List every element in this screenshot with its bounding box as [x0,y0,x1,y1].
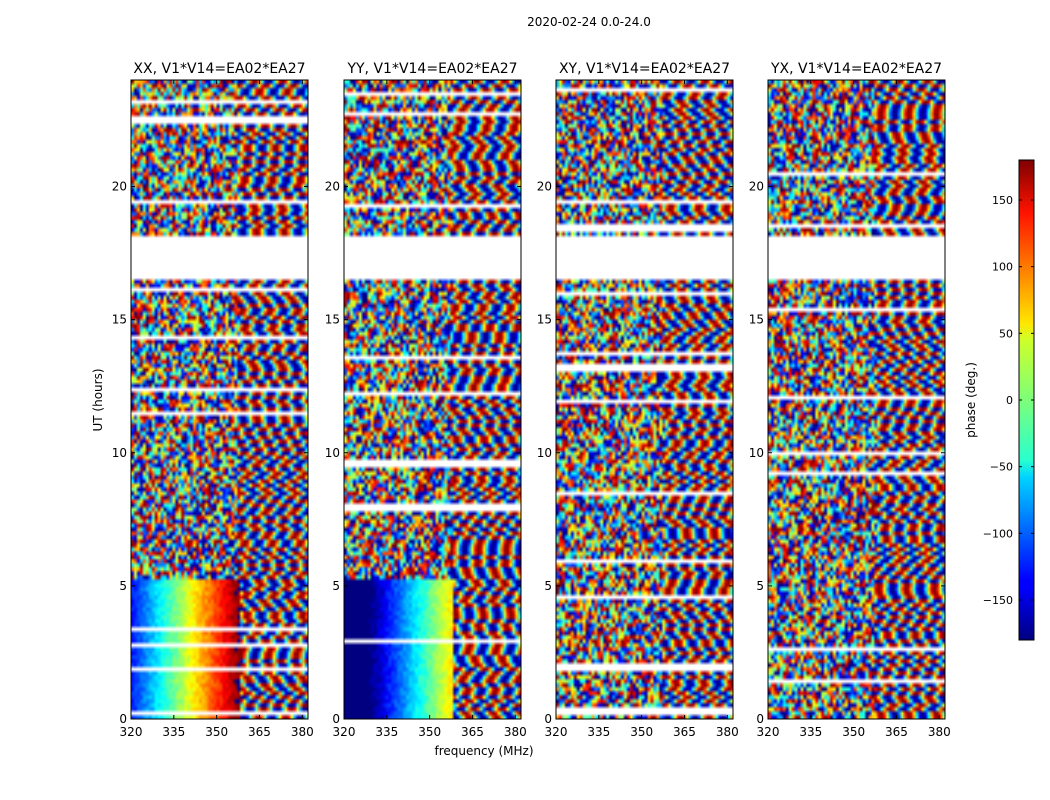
y-tick-label: 5 [119,579,127,593]
y-tick-label: 20 [112,180,127,194]
y-tick-label: 0 [544,712,552,726]
x-tick-label: 380 [504,725,527,739]
figure-suptitle: 2020-02-24 0.0-24.0 [527,15,651,29]
y-tick-label: 15 [325,313,340,327]
x-tick-label: 365 [461,725,484,739]
x-tick-label: 335 [587,725,610,739]
y-tick-label: 10 [325,446,340,460]
x-tick-label: 335 [162,725,185,739]
panel-title: YY, V1*V14=EA02*EA27 [346,61,517,77]
panel-2: YY, V1*V14=EA02*EA27 320 335 350 365 380 0 5 10 1… [325,61,527,739]
x-tick-label: 380 [928,725,951,739]
colorbar-tick-label: −150 [983,594,1013,607]
colorbar-tick-label: 150 [992,194,1013,207]
heatmap-image [344,80,521,719]
x-tick-label: 350 [205,725,228,739]
heatmap-image [768,80,945,719]
colorbar-tick-label: 50 [999,327,1013,340]
colorbar-tick-label: 0 [1006,394,1013,407]
colorbar-tick-label: −50 [990,461,1013,474]
y-tick-label: 5 [544,579,552,593]
y-tick-label: 15 [749,313,764,327]
x-tick-label: 350 [630,725,653,739]
x-tick-label: 335 [375,725,398,739]
x-tick-label: 320 [333,725,356,739]
colorbar-label: phase (deg.) [964,362,978,438]
x-tick-label: 380 [291,725,314,739]
panel-title: YX, V1*V14=EA02*EA27 [770,61,942,77]
y-tick-label: 0 [756,712,764,726]
y-tick-label: 20 [537,180,552,194]
colorbar: 150 100 50 0 −50 −100 −150 phase (deg.) [964,159,1035,641]
heatmap-image [556,80,733,719]
panel-frame [767,79,946,720]
heatmap-image [131,80,308,719]
x-tick-label: 380 [716,725,739,739]
y-tick-label: 5 [332,579,340,593]
x-tick-label: 365 [248,725,271,739]
y-tick-label: 15 [537,313,552,327]
y-tick-label: 20 [325,180,340,194]
x-tick-label: 320 [757,725,780,739]
panels: XX, V1*V14=EA02*EA27 320 335 350 365 380 0 5 10 1… [112,61,951,739]
x-tick-label: 350 [842,725,865,739]
x-axis-label: frequency (MHz) [434,744,533,758]
y-tick-label: 10 [749,446,764,460]
y-tick-label: 10 [537,446,552,460]
x-tick-label: 335 [799,725,822,739]
x-tick-label: 350 [418,725,441,739]
colorbar-tick-label: −100 [983,527,1013,540]
y-tick-label: 15 [112,313,127,327]
panel-title: XX, V1*V14=EA02*EA27 [133,61,305,77]
x-tick-label: 320 [120,725,143,739]
panel-title: XY, V1*V14=EA02*EA27 [559,61,730,77]
y-tick-label: 20 [749,180,764,194]
panel-3: XY, V1*V14=EA02*EA27 320 335 350 365 380 0 5 10 1… [537,61,739,739]
panel-frame [343,79,522,720]
panel-frame [130,79,309,720]
panel-1: XX, V1*V14=EA02*EA27 320 335 350 365 380 0 5 10 1… [112,61,314,739]
y-tick-label: 0 [119,712,127,726]
panel-4: YX, V1*V14=EA02*EA27 320 335 350 365 380 0 5 10 1… [749,61,951,739]
x-tick-label: 320 [545,725,568,739]
panel-frame [555,79,734,720]
y-tick-label: 0 [332,712,340,726]
colorbar-tick-label: 100 [992,261,1013,274]
y-axis-label: UT (hours) [91,368,105,431]
x-tick-label: 365 [673,725,696,739]
x-tick-label: 365 [885,725,908,739]
colorbar-ticks: 150 100 50 0 −50 −100 −150 [983,194,1034,607]
y-tick-label: 10 [112,446,127,460]
y-tick-label: 5 [756,579,764,593]
